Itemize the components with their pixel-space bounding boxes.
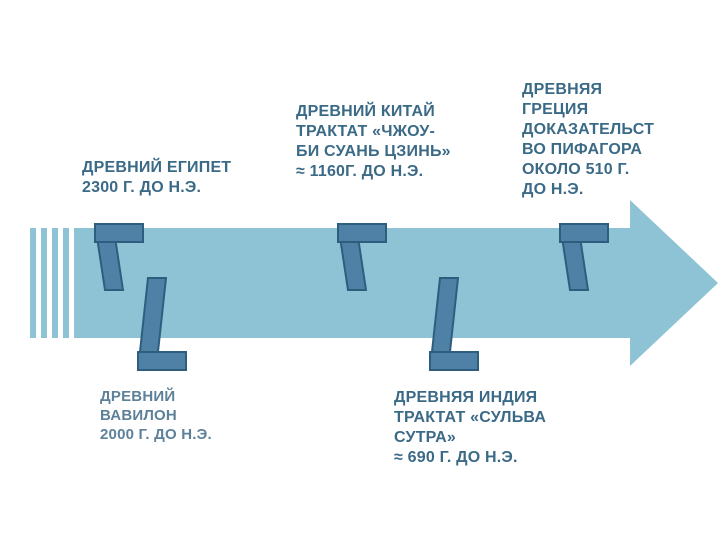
event-label-china: ДРЕВНИЙ КИТАЙ ТРАКТАТ «ЧЖОУ- БИ СУАНЬ ЦЗ…: [296, 102, 506, 182]
arrow-stripe-gap: [47, 228, 52, 338]
event-label-india: ДРЕВНЯЯ ИНДИЯ ТРАКТАТ «СУЛЬВА СУТРА» ≈ 6…: [394, 388, 614, 468]
marker-stub-egypt: [95, 224, 143, 242]
arrow-stripe-gap: [69, 228, 74, 338]
arrow-stripe: [63, 228, 69, 338]
arrow-stripe: [30, 228, 36, 338]
arrow-stripe: [52, 228, 58, 338]
arrow-stripe: [41, 228, 47, 338]
event-label-babylon: ДРЕВНИЙ ВАВИЛОН 2000 Г. ДО Н.Э.: [100, 388, 260, 444]
marker-stub-india: [430, 352, 478, 370]
marker-stub-greece: [560, 224, 608, 242]
marker-stub-china: [338, 224, 386, 242]
event-label-greece: ДРЕВНЯЯ ГРЕЦИЯ ДОКАЗАТЕЛЬСТ ВО ПИФАГОРА …: [522, 80, 692, 200]
marker-stub-babylon: [138, 352, 186, 370]
timeline-diagram: ДРЕВНИЙ ЕГИПЕТ 2300 Г. ДО Н.Э. ДРЕВНИЙ ВА…: [0, 0, 720, 540]
event-label-egypt: ДРЕВНИЙ ЕГИПЕТ 2300 Г. ДО Н.Э.: [82, 158, 282, 198]
arrow-stripe-gap: [36, 228, 41, 338]
arrow-stripe-gap: [58, 228, 63, 338]
